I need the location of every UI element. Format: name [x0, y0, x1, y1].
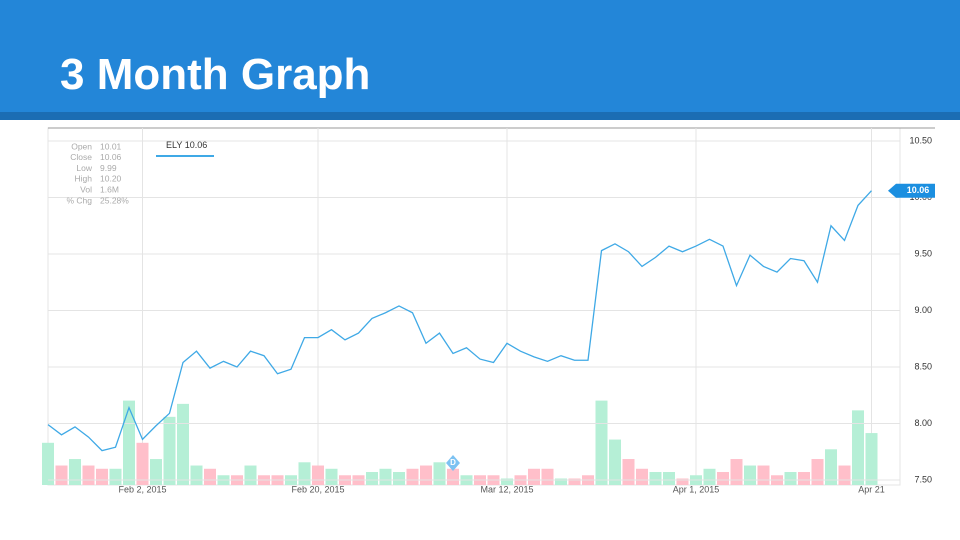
- plot-frame: [47, 127, 901, 486]
- event-marker: [446, 455, 460, 471]
- volume-bar: [163, 416, 176, 485]
- volume-bar: [622, 459, 635, 485]
- volume-bar: [555, 478, 567, 485]
- volume-bar: [177, 403, 189, 485]
- info-label: Open: [71, 141, 92, 151]
- volume-bar: [406, 468, 419, 485]
- volume-bar: [798, 472, 810, 485]
- header-band: [0, 0, 960, 120]
- last-price-tag: [888, 183, 935, 198]
- volume-bar: [123, 400, 135, 485]
- volume-bar: [69, 459, 81, 485]
- volume-bar: [636, 468, 648, 485]
- volume-bar: [838, 465, 851, 485]
- info-value: 1.6M: [100, 184, 119, 194]
- x-tick-label: Apr 21: [858, 484, 885, 494]
- volume-bar: [609, 439, 621, 485]
- volume-bar: [717, 472, 729, 485]
- legend-entry: ELY 10.06: [166, 140, 207, 150]
- info-value: 10.01: [100, 141, 122, 151]
- volume-bar: [730, 459, 743, 485]
- volume-bar: [676, 478, 689, 485]
- event-label: D: [450, 458, 456, 467]
- volume-bar: [825, 449, 837, 485]
- x-tick-label: Mar 12, 2015: [480, 484, 533, 494]
- volume-bar: [109, 468, 122, 485]
- volume-bar: [204, 468, 216, 485]
- volume-bar: [568, 478, 581, 485]
- volume-bar: [865, 433, 878, 485]
- volume-bar: [55, 465, 68, 485]
- info-value: 10.06: [100, 152, 122, 162]
- info-label: Low: [76, 163, 92, 173]
- volume-bar: [433, 462, 446, 485]
- volume-bar: [501, 478, 513, 485]
- last-price-label: 10.06: [907, 185, 930, 195]
- volume-bar: [757, 465, 770, 485]
- y-tick-label: 9.00: [914, 305, 932, 315]
- volume-bar: [136, 442, 149, 485]
- y-tick-label: 8.50: [914, 361, 932, 371]
- y-tick-label: 8.00: [914, 418, 932, 428]
- volume-bar: [312, 465, 324, 485]
- volume-bar: [541, 468, 554, 485]
- info-label: % Chg: [66, 195, 92, 205]
- volume-bar: [379, 468, 392, 485]
- info-value: 25.28%: [100, 195, 129, 205]
- legend-name: ELY: [166, 140, 182, 150]
- volume-bar: [190, 465, 203, 485]
- x-tick-label: Apr 1, 2015: [673, 484, 720, 494]
- volume-bar: [744, 465, 756, 485]
- volume-bar: [595, 400, 608, 485]
- slide-title: 3 Month Graph: [60, 50, 371, 99]
- volume-bar: [811, 459, 824, 485]
- volume-bar: [852, 410, 864, 485]
- volume-bar: [82, 465, 95, 485]
- x-tick-label: Feb 20, 2015: [291, 484, 344, 494]
- legend-value: 10.06: [185, 140, 208, 150]
- volume-bar: [298, 462, 311, 485]
- info-value: 10.20: [100, 174, 122, 184]
- x-tick-label: Feb 2, 2015: [118, 484, 166, 494]
- volume-bar: [325, 468, 338, 485]
- volume-bar: [366, 472, 378, 485]
- y-tick-label: 9.50: [914, 248, 932, 258]
- y-tick-label: 7.50: [914, 474, 932, 484]
- price-line: [47, 190, 872, 452]
- info-value: 9.99: [100, 163, 117, 173]
- volume-bar: [784, 472, 797, 485]
- y-tick-label: 10.50: [909, 135, 932, 145]
- volume-bar: [150, 459, 162, 485]
- volume-bar: [703, 468, 716, 485]
- info-label: Vol: [80, 184, 92, 194]
- info-label: Close: [70, 152, 92, 162]
- volume-bar: [447, 468, 459, 485]
- info-label: High: [75, 174, 93, 184]
- volume-bar: [663, 472, 675, 485]
- volume-bar: [649, 472, 662, 485]
- volume-bar: [393, 472, 405, 485]
- volume-bar: [420, 465, 432, 485]
- volume-bar: [528, 468, 540, 485]
- volume-bar: [96, 468, 108, 485]
- volume-bar: [42, 442, 54, 485]
- volume-bar: [244, 465, 257, 485]
